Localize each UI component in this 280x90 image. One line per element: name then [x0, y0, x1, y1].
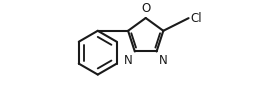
Text: N: N	[159, 54, 168, 67]
Text: O: O	[141, 2, 150, 15]
Text: N: N	[123, 54, 132, 67]
Text: Cl: Cl	[191, 12, 202, 25]
